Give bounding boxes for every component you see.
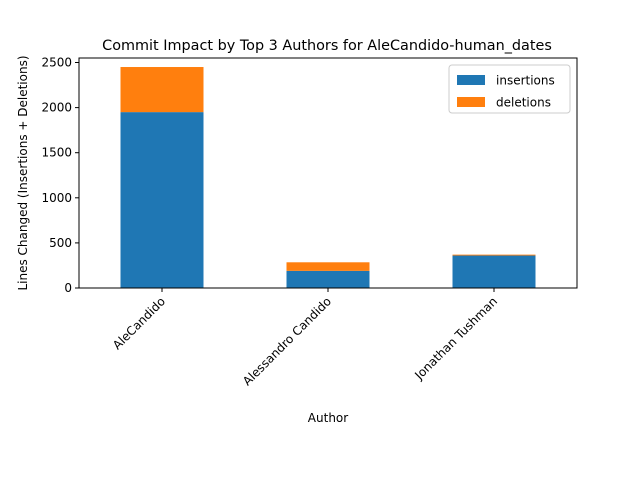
plot-frame [78,57,578,289]
y-tick-label: 0 [64,281,72,295]
legend-label-deletions: deletions [496,96,551,110]
y-tick-label: 1500 [41,146,72,160]
bar-insertions-1 [120,112,204,288]
legend-swatch-deletions [457,97,485,107]
y-tick-label: 2000 [41,101,72,115]
legend-label-insertions: insertions [496,74,555,88]
y-tick-label: 1000 [41,191,72,205]
legend-swatch-insertions [457,75,485,85]
y-axis: 0 500 1000 1500 2000 2500 [41,56,79,295]
x-axis-label: Author [308,411,348,425]
bar-insertions-2 [286,270,370,288]
bar-deletions-3 [452,254,536,256]
y-tick-label: 500 [49,236,72,250]
legend: insertions deletions [448,64,571,114]
chart-title: Commit Impact by Top 3 Authors for AleCa… [102,38,552,54]
y-axis-label: Lines Changed (Insertions + Deletions) [16,55,30,290]
bar-deletions-2 [286,262,370,271]
y-tick-label: 2500 [41,56,72,70]
bars-group [120,67,536,288]
bar-deletions-1 [120,67,204,113]
bar-insertions-3 [452,255,536,288]
